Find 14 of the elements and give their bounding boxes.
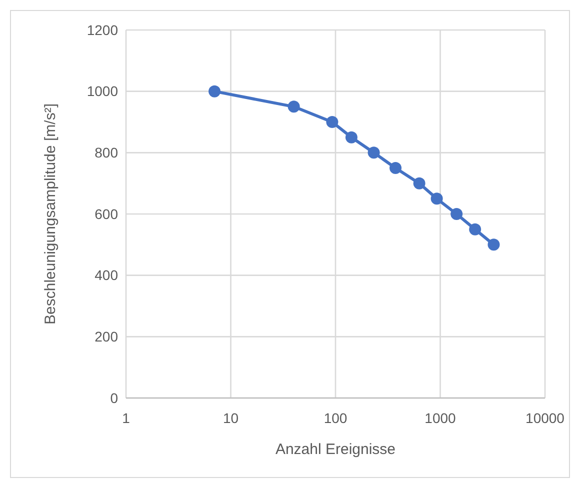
- y-tick-label: 800: [94, 144, 118, 161]
- y-tick-label: 1000: [86, 83, 118, 100]
- x-tick-label: 1000: [424, 410, 456, 426]
- y-tick-label: 0: [110, 390, 118, 406]
- x-axis-title: Anzahl Ereignisse: [275, 441, 396, 458]
- x-tick-label: 1: [122, 410, 130, 426]
- y-tick-label: 600: [94, 206, 118, 222]
- x-tick-label: 100: [324, 410, 348, 426]
- y-axis-title: Beschleunigungsamplitude [m/s²]: [42, 104, 59, 324]
- x-tick-label: 10000: [526, 410, 565, 426]
- y-tick-label: 200: [94, 328, 118, 345]
- y-tick-label: 1200: [86, 22, 118, 38]
- y-tick-label: 400: [94, 267, 118, 284]
- x-tick-label: 10: [222, 410, 239, 426]
